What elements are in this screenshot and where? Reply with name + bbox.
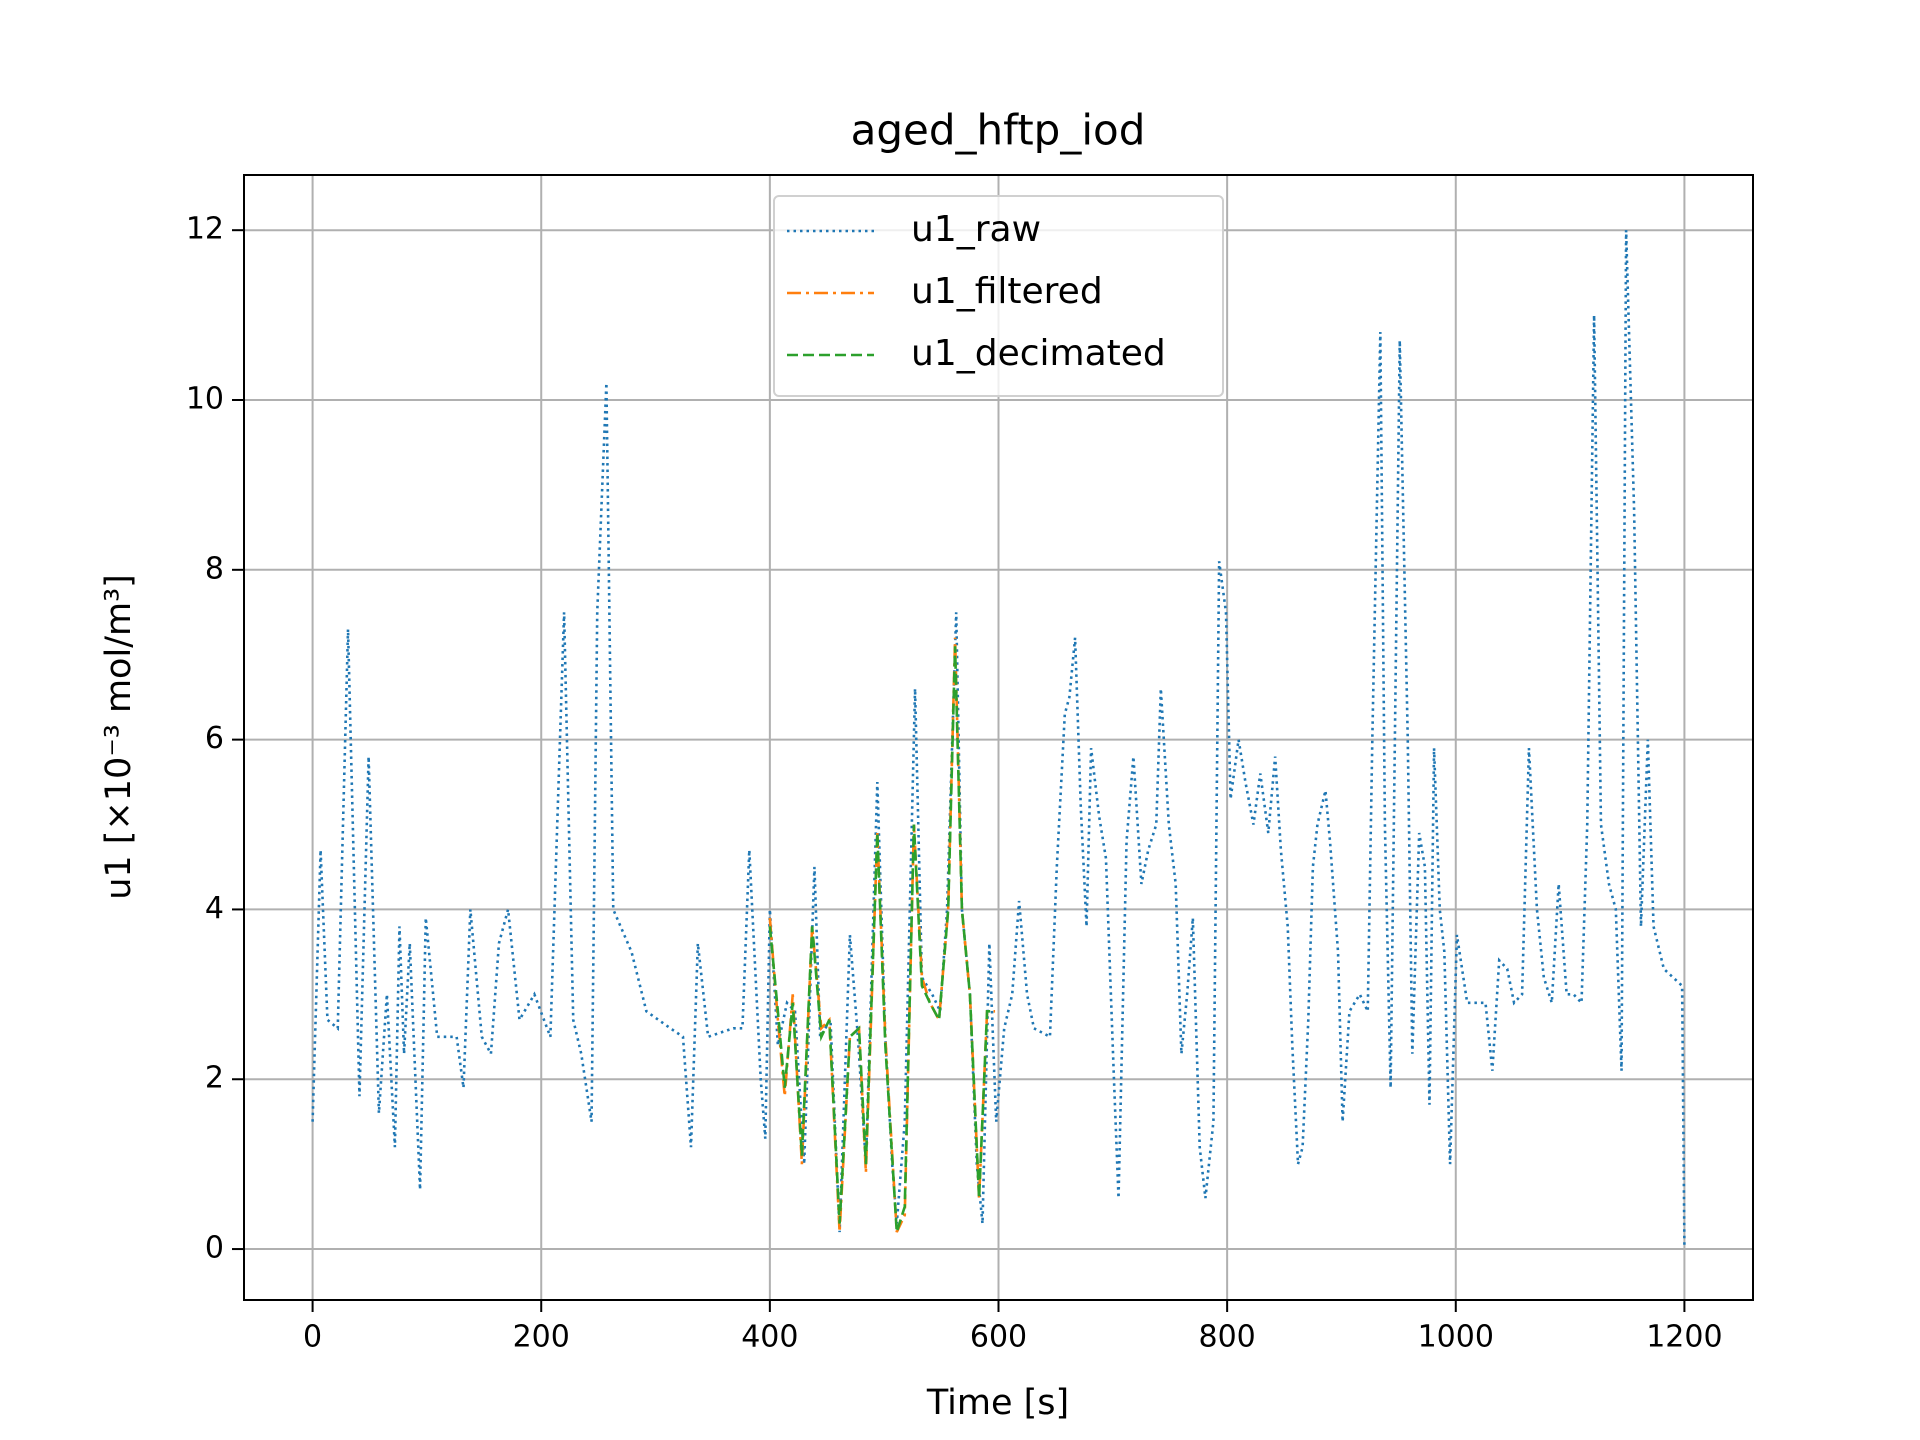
x-tick-label: 0: [303, 1320, 322, 1355]
x-tick-label: 1200: [1646, 1320, 1722, 1355]
y-tick-label: 0: [205, 1231, 224, 1266]
data-line: [311, 230, 1686, 1245]
x-tick-label: 200: [513, 1320, 570, 1355]
plot-frame: [243, 174, 1754, 1301]
x-axis-label: Time [s]: [926, 1383, 1069, 1423]
legend-label: u1_raw: [911, 209, 1041, 250]
x-tick-label: 600: [970, 1320, 1027, 1355]
chart-title: aged_hftp_iod: [851, 106, 1146, 155]
y-tick-label: 8: [205, 551, 224, 586]
x-tick-label: 800: [1199, 1320, 1256, 1355]
x-tick-label: 1000: [1418, 1320, 1494, 1355]
y-tick-label: 4: [205, 891, 224, 926]
y-tick-label: 6: [205, 721, 224, 756]
y-axis-label: u1 [×10⁻³ mol/m³]: [99, 574, 139, 900]
data-line: [768, 646, 996, 1233]
x-tick-label: 400: [741, 1320, 798, 1355]
legend-label: u1_decimated: [911, 333, 1166, 374]
y-tick-label: 10: [186, 382, 224, 417]
y-tick-label: 2: [205, 1061, 224, 1096]
legend: u1_raw u1_filtered u1_decimated: [773, 195, 1224, 397]
data-line: [768, 637, 996, 1233]
legend-label: u1_filtered: [911, 271, 1103, 312]
legend-box: [773, 195, 1224, 397]
y-tick-label: 12: [186, 212, 224, 247]
